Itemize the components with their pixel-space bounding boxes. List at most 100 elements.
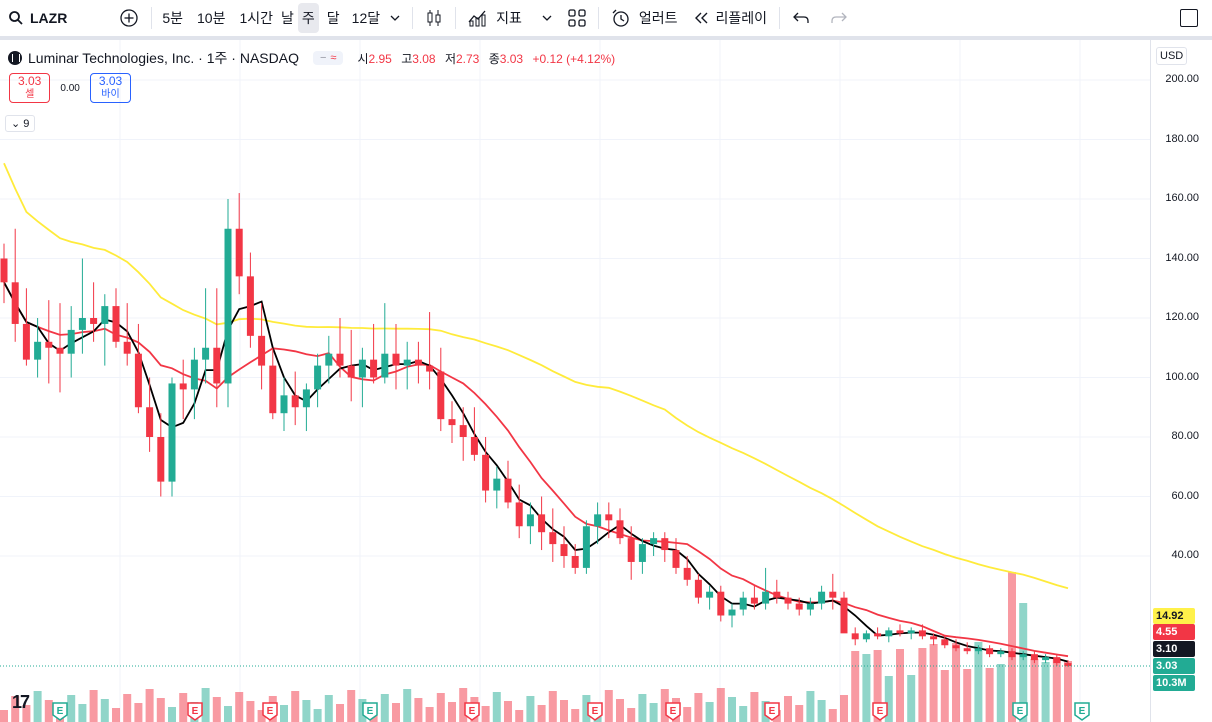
chart-type-button[interactable] [419, 3, 449, 33]
interval-dropdown[interactable] [384, 3, 406, 33]
interval-month[interactable]: 달 [326, 10, 340, 26]
redo-button[interactable] [824, 3, 854, 33]
volume-bar [1041, 662, 1050, 722]
alert-label: 얼러트 [638, 10, 678, 26]
interval-day[interactable]: 날 [281, 10, 294, 26]
volume-bar [784, 696, 792, 722]
candle-body [146, 407, 154, 437]
interval-week[interactable]: 주 [297, 3, 319, 33]
candle-body [1030, 654, 1038, 661]
candle-body [638, 544, 646, 562]
candle-body [896, 630, 904, 634]
tradingview-logo[interactable]: 17 [12, 692, 30, 712]
candle-body [694, 579, 702, 598]
indicators-label: 지표 [496, 10, 522, 26]
earnings-marker-label: E [877, 706, 884, 717]
volume-bar [11, 696, 20, 722]
candle-body [426, 365, 434, 372]
candle-body [280, 395, 288, 414]
volume-bar [862, 654, 871, 722]
candle-body [594, 514, 602, 527]
candle-body [773, 591, 781, 598]
volume-bar [963, 669, 972, 722]
symbol-search[interactable]: LAZR [2, 3, 73, 33]
change-value: +0.12 (+4.12%) [532, 51, 616, 66]
volume-bar [548, 691, 557, 722]
candle-body [1053, 657, 1061, 664]
indicators-dropdown[interactable] [536, 3, 558, 33]
price-axis[interactable]: 200.00 180.00 160.00 140.00 120.00 100.00 80.0… [1150, 40, 1212, 722]
sell-button[interactable]: 3.03 셀 [9, 73, 51, 103]
candle-body [414, 359, 422, 366]
earnings-marker-label: E [1079, 706, 1086, 717]
volume-bar [44, 700, 53, 722]
fullscreen-button[interactable] [1180, 9, 1198, 27]
volume-bar [414, 698, 423, 722]
interval-5m[interactable]: 5분 [162, 10, 183, 26]
earnings-marker [362, 702, 378, 721]
volume-bar [616, 699, 624, 722]
volume-bar [560, 700, 568, 722]
volume-bar [33, 691, 42, 722]
candle-body [269, 365, 277, 414]
high-key: 고 [401, 51, 413, 66]
layout-button[interactable] [562, 3, 592, 33]
volume-bar [403, 689, 412, 722]
volume-bar [22, 705, 31, 722]
candle-body [325, 353, 333, 366]
legend-controls[interactable]: − ≈ [312, 51, 344, 65]
alert-button[interactable]: 얼러트 [605, 3, 684, 33]
buy-button[interactable]: 3.03 바이 [89, 73, 132, 103]
divider [779, 7, 781, 29]
collapse-icon[interactable]: − [319, 52, 327, 64]
volume-bar [739, 706, 748, 722]
volume-bar [582, 695, 591, 722]
candle-body [526, 514, 534, 527]
undo-button[interactable] [786, 3, 816, 33]
candle-body [941, 639, 949, 646]
candle-body [571, 556, 579, 568]
candle-body [1064, 663, 1072, 666]
price-tick: 80.00 [1171, 430, 1199, 442]
earnings-marker-label: E [592, 706, 599, 717]
volume-bar [1030, 659, 1039, 722]
replay-button[interactable]: 리플레이 [688, 3, 774, 33]
legend-title[interactable]: Luminar Technologies, Inc. · 1주 · NASDAQ [28, 50, 299, 66]
currency-button[interactable]: USD [1156, 47, 1188, 65]
interval-1h[interactable]: 1시간 [239, 10, 273, 26]
candle-body [1008, 651, 1016, 658]
sell-price: 3.03 [18, 74, 42, 88]
volume-bar [694, 693, 703, 722]
buy-price: 3.03 [98, 74, 123, 88]
volume-bar [112, 708, 120, 722]
candle-body [157, 437, 165, 482]
candle-body [448, 419, 456, 426]
price-tick: 200.00 [1165, 73, 1199, 85]
volume-bar [537, 705, 546, 722]
interval-12month[interactable]: 12달 [351, 10, 381, 26]
candle-body [661, 538, 669, 551]
candle-body [101, 306, 109, 324]
volume-bar [526, 696, 535, 722]
indicators-button[interactable]: 지표 [462, 3, 528, 33]
price-label: 10.3M [1153, 675, 1195, 691]
volume-bar [716, 688, 725, 722]
approx-icon[interactable]: ≈ [330, 52, 337, 64]
candle-body [739, 597, 747, 610]
indicators-toggle[interactable]: ⌄ 9 [5, 115, 36, 132]
volume-bar [940, 670, 949, 722]
candle-body [56, 347, 64, 354]
candle-body [314, 365, 322, 390]
compare-button[interactable] [113, 3, 145, 33]
interval-10m[interactable]: 10분 [197, 10, 226, 26]
volume-bar [705, 702, 714, 722]
candle-body [974, 648, 982, 652]
ohlc-values: 시2.95 고3.08 저2.73 종3.03 +0.12 (+4.12%) [357, 50, 621, 67]
earnings-marker-label: E [192, 706, 199, 717]
volume-bar [918, 648, 927, 722]
volume-bar [123, 694, 132, 722]
price-label: 3.10 [1153, 641, 1195, 657]
candle-body [1019, 654, 1027, 658]
